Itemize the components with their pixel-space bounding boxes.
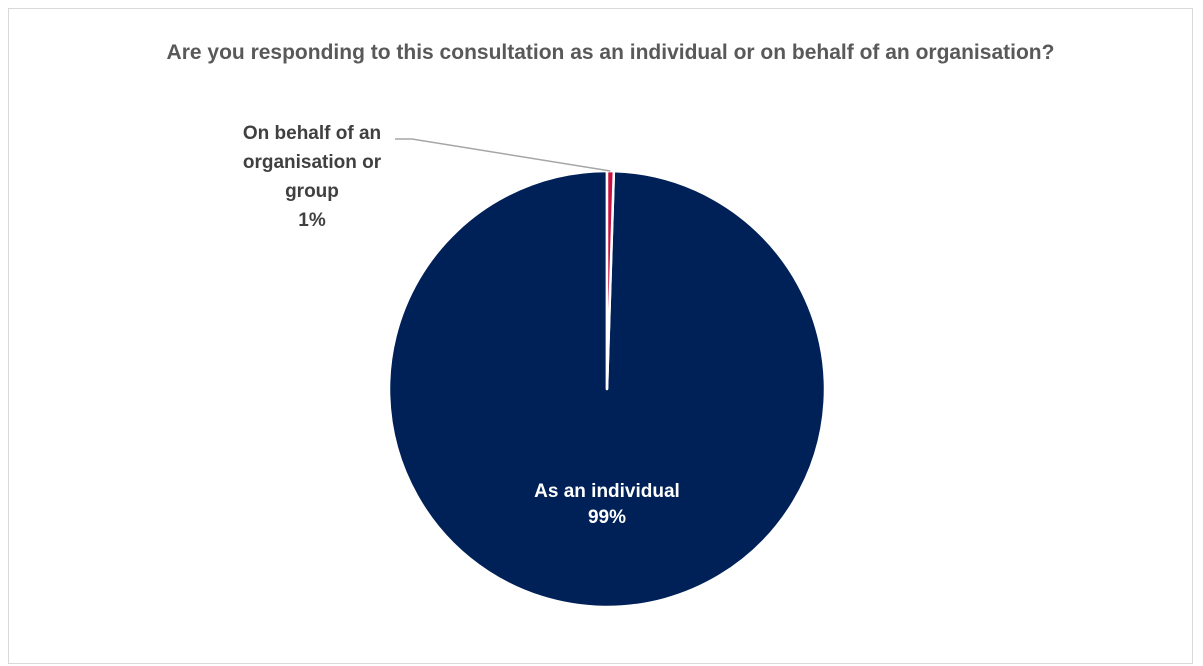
data-label-1-line-2: group (285, 181, 339, 202)
chart-title: Are you responding to this consultation … (166, 41, 1055, 64)
data-label-0-line-0: As an individual (534, 481, 680, 502)
data-label-1-line-0: On behalf of an (243, 123, 381, 144)
data-label-0-percent: 99% (588, 507, 626, 528)
data-label-1-percent: 1% (298, 210, 326, 231)
data-label-1-line-1: organisation or (243, 152, 382, 173)
leader-line (395, 138, 611, 172)
